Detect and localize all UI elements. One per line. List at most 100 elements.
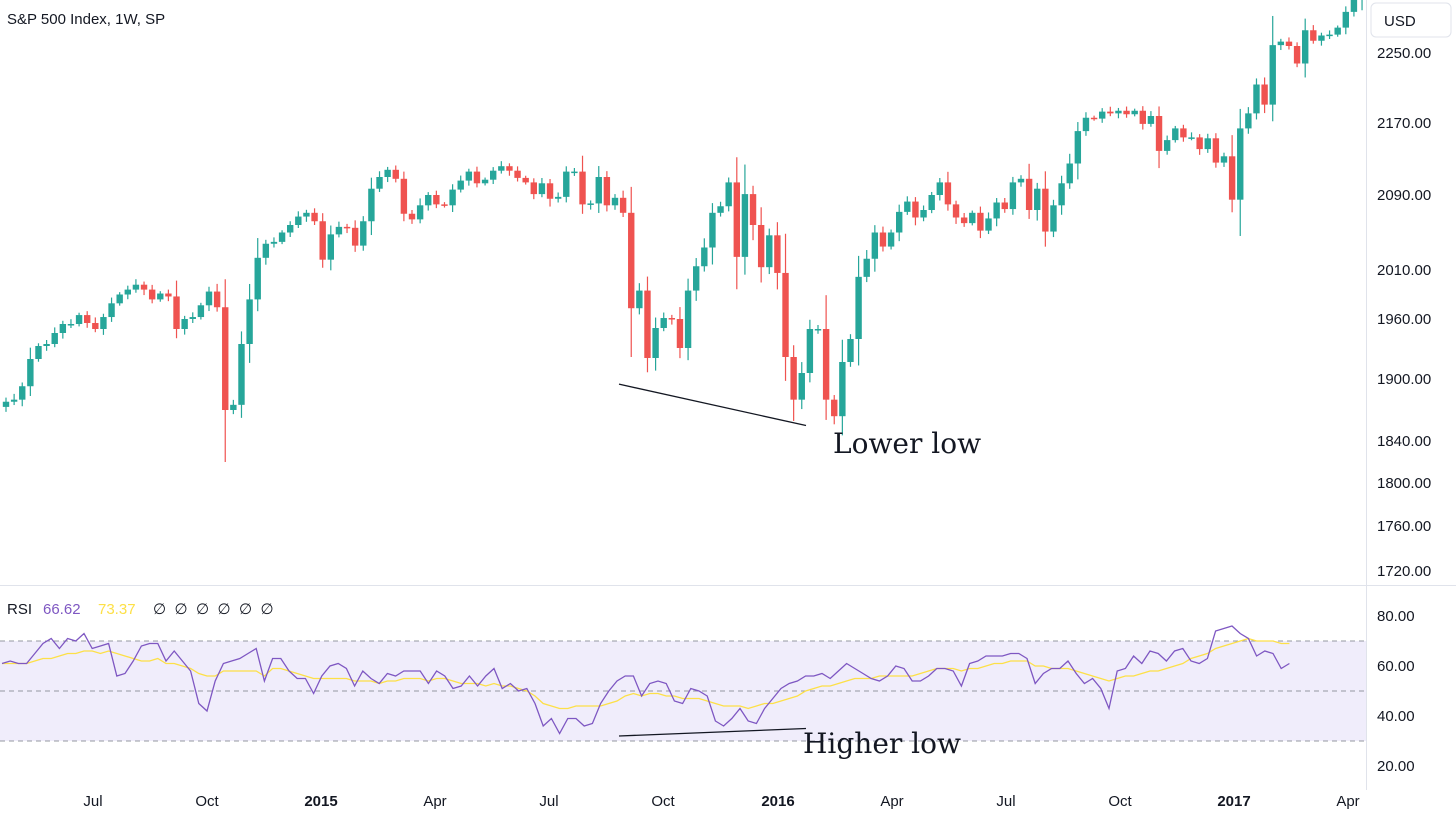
candle-body xyxy=(278,232,286,242)
candle-body xyxy=(822,329,830,400)
candle-body xyxy=(1066,163,1073,184)
candle-body xyxy=(465,171,473,181)
candle-body xyxy=(936,182,943,195)
candle-body xyxy=(904,201,911,212)
candle-body xyxy=(295,216,302,225)
candle-body xyxy=(952,204,960,218)
candle-body xyxy=(1269,45,1276,105)
candle-body xyxy=(335,226,343,235)
candle-body xyxy=(457,180,464,190)
candle-body xyxy=(546,183,554,199)
time-tick-label: Jul xyxy=(996,793,1015,810)
candle-body xyxy=(1188,137,1195,139)
candle-body xyxy=(108,303,115,318)
candle-body xyxy=(384,169,391,177)
candle-body xyxy=(912,201,919,218)
price-tick-label: 2250.00 xyxy=(1377,45,1431,62)
candle-body xyxy=(684,290,692,348)
candle-body xyxy=(1074,131,1082,164)
candle-body xyxy=(636,290,643,309)
price-tick-label: 1960.00 xyxy=(1377,311,1431,328)
time-tick-label: Oct xyxy=(651,793,675,810)
currency-button[interactable] xyxy=(1370,2,1452,38)
candle-body xyxy=(165,293,172,297)
rsi-tick-label: 20.00 xyxy=(1377,758,1415,775)
candle-body xyxy=(1123,110,1130,115)
candle-body xyxy=(473,171,481,184)
candle-body xyxy=(595,177,602,204)
candle-body xyxy=(1196,137,1203,150)
candle-body xyxy=(222,307,229,410)
candle-body xyxy=(749,194,757,225)
candle-body xyxy=(757,225,765,268)
candle-body xyxy=(92,323,99,329)
candle-body xyxy=(238,344,245,405)
candle-body xyxy=(425,195,432,206)
rsi-legend-ma-value: 73.37 xyxy=(98,601,136,618)
time-tick-label: Apr xyxy=(880,793,903,810)
candle-body xyxy=(977,212,984,231)
candle-body xyxy=(1180,128,1187,138)
candle-body xyxy=(709,212,716,248)
candle-body xyxy=(1025,178,1033,210)
candle-body xyxy=(896,211,903,233)
higher-low-annotation: Higher low xyxy=(803,727,961,760)
candle-body xyxy=(246,299,253,344)
candle-body xyxy=(2,401,10,407)
candle-body xyxy=(1310,30,1317,41)
candle-body xyxy=(148,289,156,300)
rsi-legend-placeholder: ∅ xyxy=(196,601,209,618)
candle-body xyxy=(1050,205,1057,232)
candle-body xyxy=(1082,117,1090,132)
rsi-axis: 80.00 60.00 40.00 20.00 xyxy=(1377,608,1415,775)
candle-body xyxy=(741,194,749,257)
higher-low-trend-line[interactable] xyxy=(618,727,807,737)
candle-body xyxy=(611,197,619,206)
candle-body xyxy=(1034,188,1041,210)
candle-body xyxy=(847,339,854,362)
candle-body xyxy=(676,319,684,348)
candle-body xyxy=(530,182,537,195)
candle-body xyxy=(1350,0,1358,12)
candle-body xyxy=(1017,178,1025,183)
candle-body xyxy=(1285,41,1293,46)
candle-body xyxy=(1245,113,1252,129)
candle-body xyxy=(481,179,489,184)
candle-body xyxy=(400,178,408,214)
candle-body xyxy=(303,212,310,217)
price-tick-label: 1840.00 xyxy=(1377,433,1431,450)
candle-body xyxy=(368,188,375,222)
candle-body xyxy=(839,362,846,417)
candle-body xyxy=(327,234,334,260)
rsi-legend-name: RSI xyxy=(7,601,32,618)
candle-body xyxy=(798,373,805,400)
candle-body xyxy=(67,324,75,326)
candle-body xyxy=(587,203,594,205)
candle-body xyxy=(490,170,497,180)
candle-body xyxy=(1334,27,1341,35)
candle-body xyxy=(628,212,635,309)
candle-body xyxy=(506,166,513,171)
rsi-legend-placeholder: ∅ xyxy=(153,601,166,618)
candle-body xyxy=(230,404,237,410)
candle-body xyxy=(1204,138,1211,150)
candle-body xyxy=(270,241,278,244)
candle-body xyxy=(197,305,205,318)
candle-body xyxy=(1212,138,1220,163)
time-axis: Jul Oct 2015 Apr Jul Oct 2016 Apr Jul Oct 2017 Apr xyxy=(83,793,1359,810)
candle-body xyxy=(10,399,18,402)
candle-body xyxy=(43,344,50,346)
time-tick-label: 2017 xyxy=(1217,793,1250,810)
lower-low-trend-line[interactable] xyxy=(618,383,807,427)
candle-body xyxy=(319,221,326,260)
candle-body xyxy=(717,206,724,213)
candle-body xyxy=(441,204,448,206)
candle-body xyxy=(19,386,26,400)
candle-body xyxy=(579,171,586,205)
candle-body xyxy=(124,289,131,295)
candle-body xyxy=(879,232,887,247)
candle-body xyxy=(51,333,58,344)
candle-body xyxy=(790,357,797,400)
candle-body xyxy=(262,243,270,258)
